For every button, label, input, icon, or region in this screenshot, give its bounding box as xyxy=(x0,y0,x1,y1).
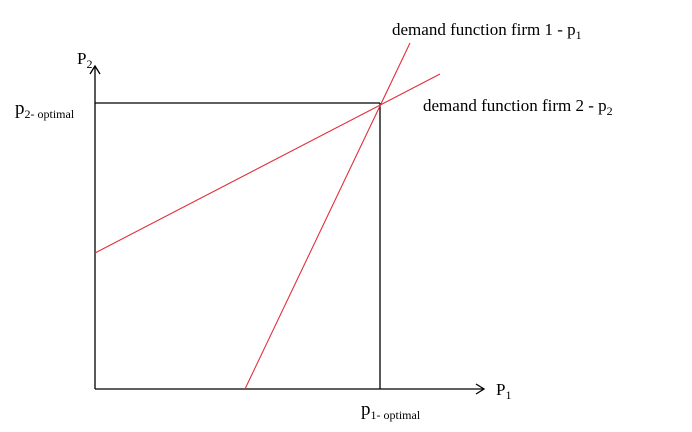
p2-optimal-label: p2- optimal xyxy=(15,99,74,120)
demand-line-firm-2 xyxy=(94,73,441,254)
y-axis-label-main: P xyxy=(77,49,87,68)
firm-1-curve-label-sub: 1 xyxy=(575,28,582,42)
x-axis-label-sub: 1 xyxy=(505,388,512,402)
y-axis-label-sub: 2 xyxy=(86,57,93,71)
p1-optimal-label: p1- optimal xyxy=(361,400,420,421)
firm-1-curve-label-text: demand function firm 1 - p xyxy=(392,20,576,39)
p2-optimal-main: p xyxy=(15,98,25,119)
firm-1-curve-label: demand function firm 1 - p1 xyxy=(392,21,582,41)
firm-2-curve-label: demand function firm 2 - p2 xyxy=(423,97,613,117)
x-axis-label-main: P xyxy=(496,380,506,399)
p1-optimal-main: p xyxy=(361,399,371,420)
demand-line-firm-1 xyxy=(244,42,411,390)
x-axis-label: P1 xyxy=(496,381,511,401)
firm-2-curve-label-text: demand function firm 2 - p xyxy=(423,96,607,115)
p2-optimal-sub: 2- optimal xyxy=(24,107,75,121)
firm-2-curve-label-sub: 2 xyxy=(606,104,613,118)
y-axis-arrow-icon xyxy=(89,64,101,75)
p1-optimal-sub: 1- optimal xyxy=(370,408,421,422)
x-axis-arrow-icon xyxy=(475,383,486,395)
y-axis-label: P2 xyxy=(77,50,92,70)
